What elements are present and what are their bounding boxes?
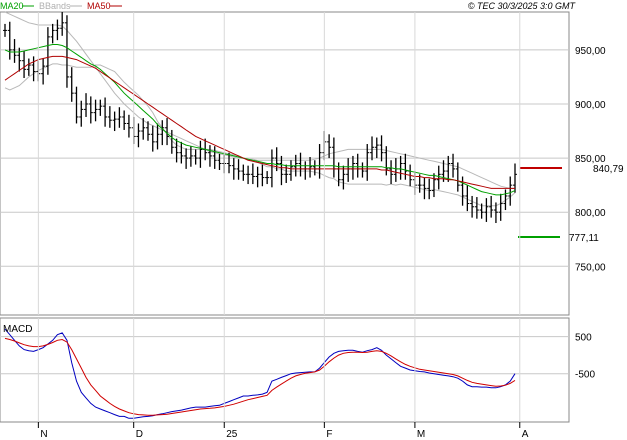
x-tick-label: N [40,429,47,440]
macd-grid [0,336,569,375]
time-axis: N D 25 F M A [37,12,529,440]
ma50-line [4,55,515,189]
legend: MA20 BBands MA50 [0,1,122,11]
signal-line [4,337,516,416]
price-grid [0,49,569,267]
legend-ma50-label: MA50 [87,1,111,11]
price-y-tick-label: 850,00 [575,154,606,165]
price-panel [0,11,570,316]
moving-averages [4,44,516,196]
price-annotations: 840,79 777,11 [518,164,624,244]
copyright-timestamp: © TEC 30/3/2025 3:0 GMT [468,1,577,11]
macd-y-tick-label: 500 [575,333,592,344]
annotation-label: 777,11 [569,233,599,244]
bbands-upper-line [4,11,515,189]
annotation-label: 840,79 [593,164,624,175]
x-tick-label: 25 [226,429,238,440]
macd-lines [4,328,516,419]
macd-title: MACD [3,324,32,335]
price-y-tick-label: 800,00 [575,208,606,219]
ma20-line [4,44,516,196]
x-tick-label: D [136,429,143,440]
macd-line [4,328,516,419]
x-tick-label: M [417,429,425,440]
x-tick-label: A [522,429,529,440]
x-tick-label: F [326,429,332,440]
legend-ma20-label: MA20 [0,1,24,11]
price-y-tick-label: 950,00 [575,46,606,57]
price-y-tick-label: 750,00 [575,262,606,273]
price-y-tick-label: 900,00 [575,100,606,111]
price-y-axis: 750,00 800,00 850,00 900,00 950,00 [575,46,606,273]
legend-bbands-label: BBands [39,1,71,11]
macd-y-tick-label: -500 [575,370,595,381]
macd-y-axis: 500 -500 [575,333,595,381]
ohlc-bars [3,12,517,224]
macd-panel [0,317,570,423]
